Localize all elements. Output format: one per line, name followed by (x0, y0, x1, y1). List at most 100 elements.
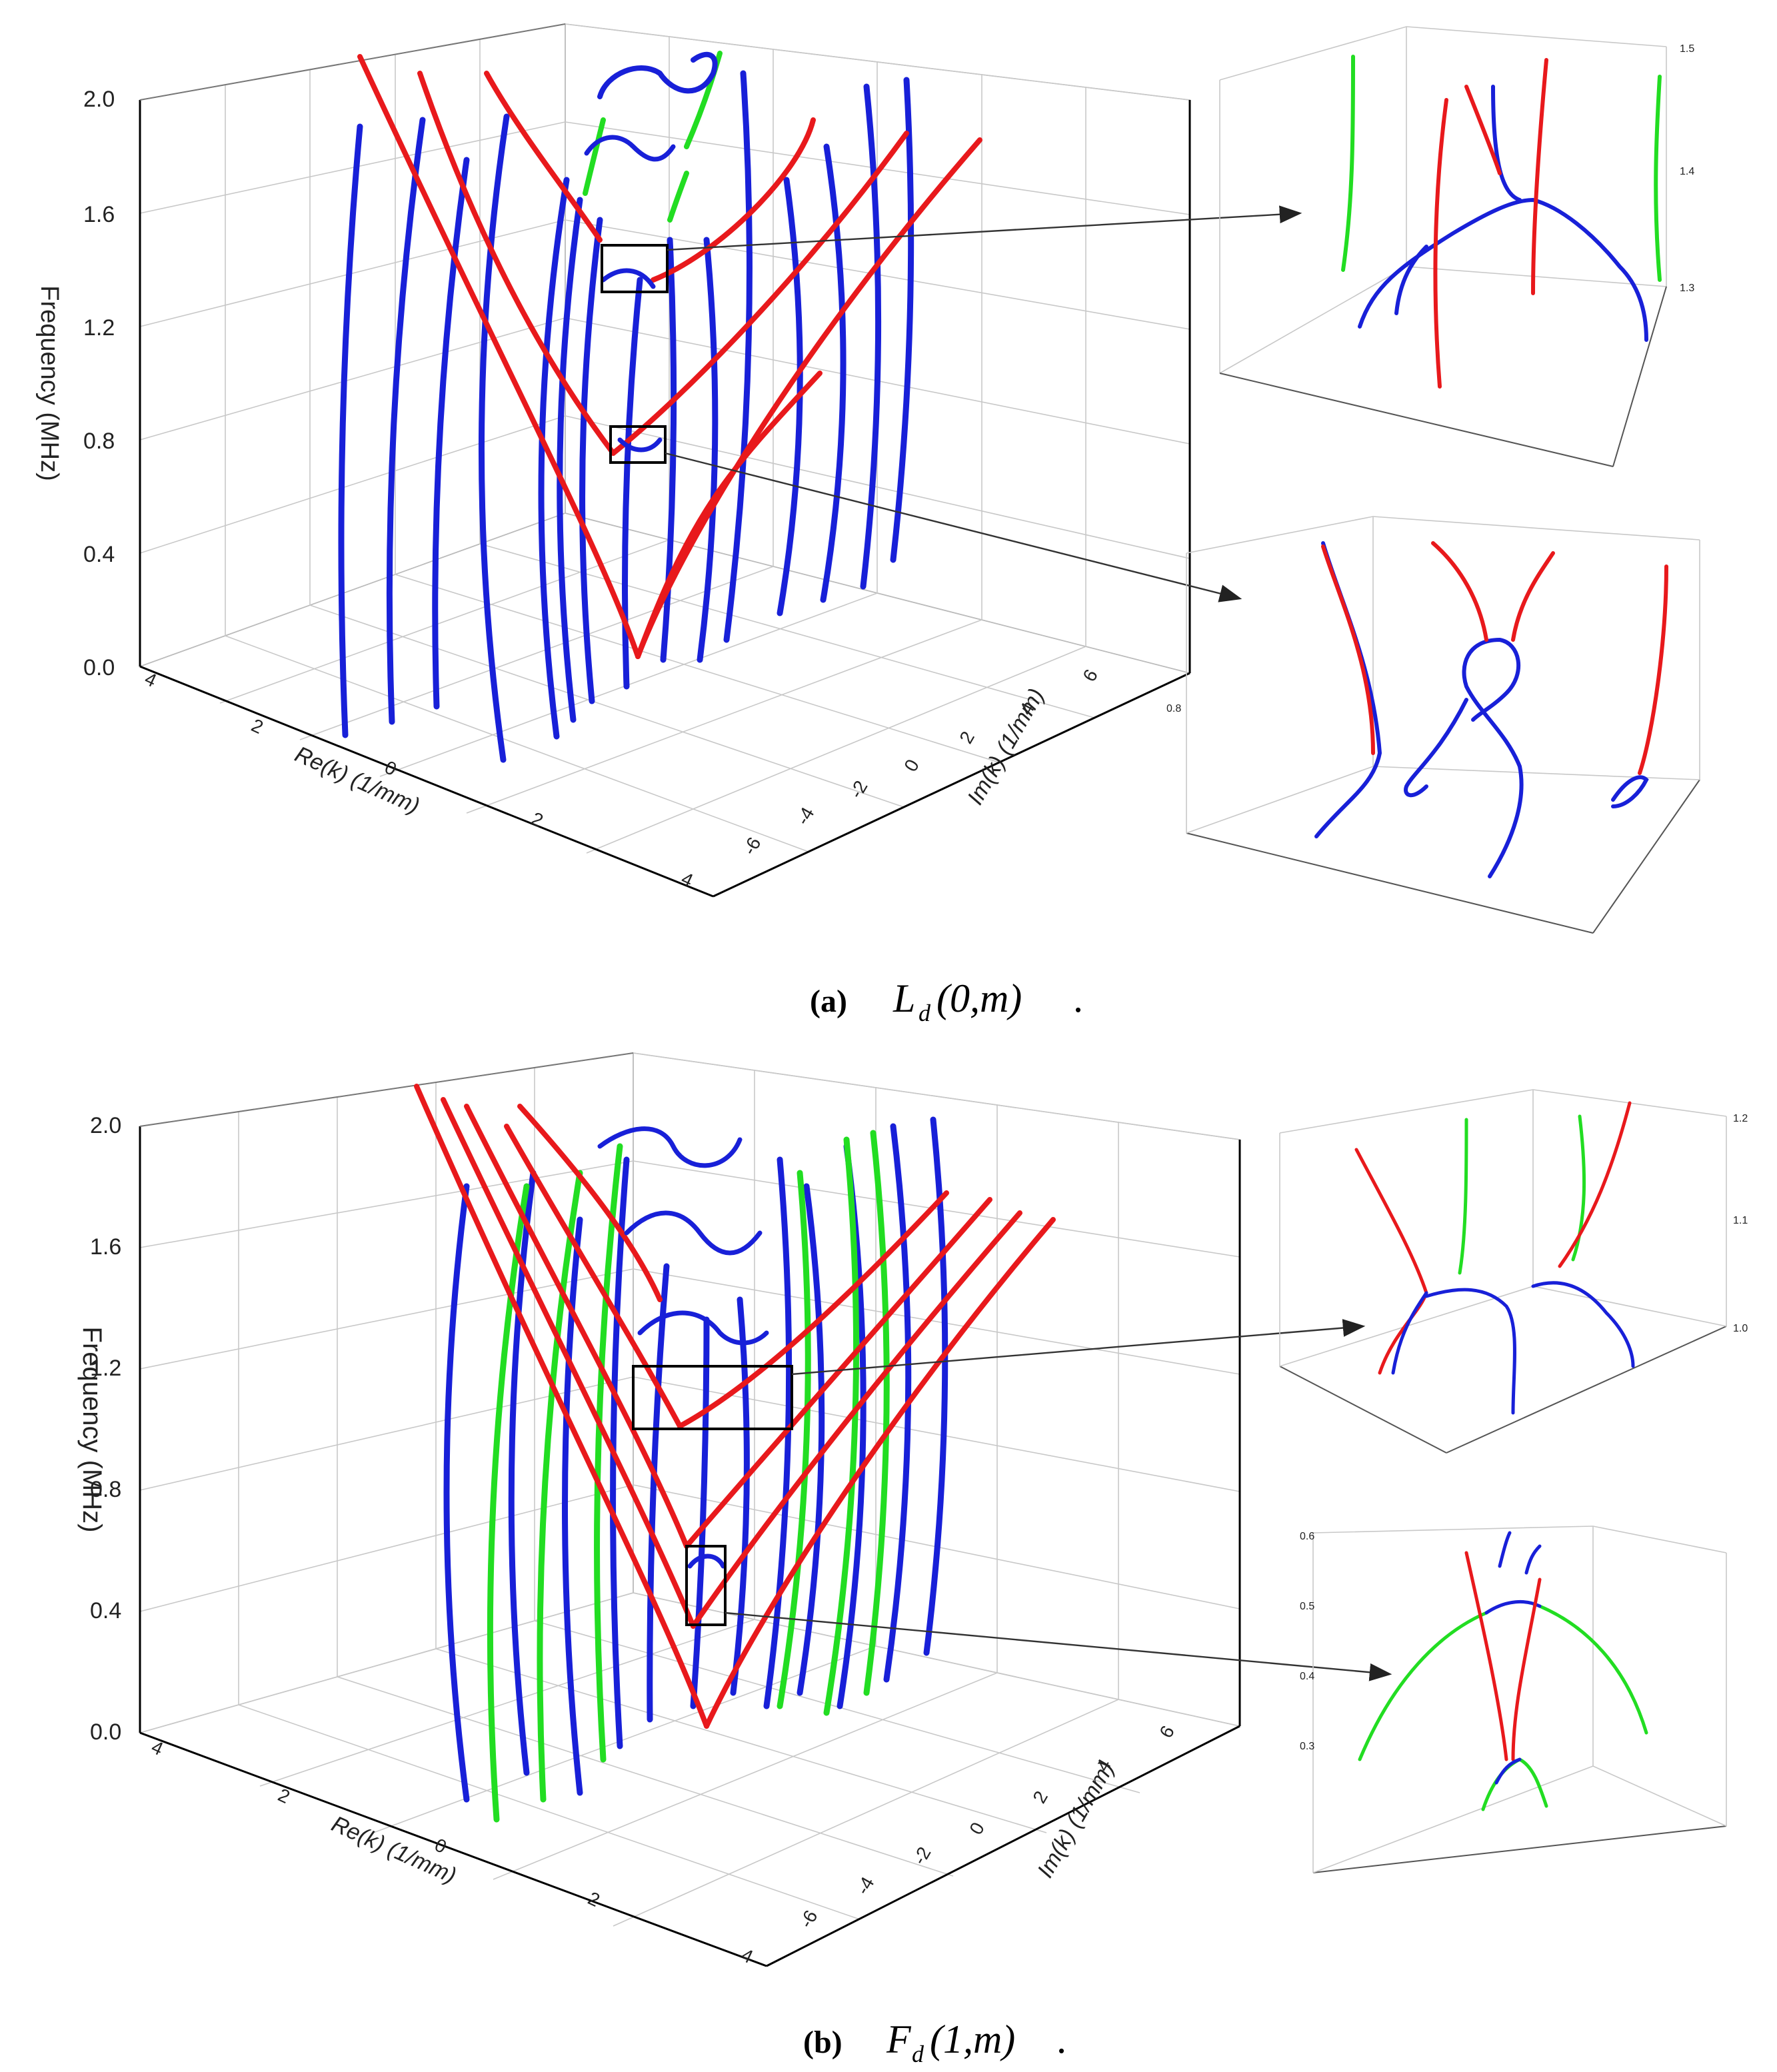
dispersion-curve (923, 1116, 948, 1656)
panel-b-curves (414, 1084, 1056, 1823)
dispersion-curve (1358, 1611, 1488, 1761)
dispersion-curve (357, 54, 641, 659)
dispersion-curve (691, 1210, 1022, 1629)
dispersion-curve (723, 70, 753, 643)
dispersion-curve (637, 1310, 769, 1346)
dispersion-curve (823, 1136, 860, 1716)
dispersion-curve (579, 217, 603, 704)
dispersion-curve (584, 135, 676, 162)
dispersion-curve (517, 1104, 663, 1302)
dispersion-curve (730, 1296, 750, 1696)
dispersion-curve (478, 113, 510, 763)
dispersion-curve (601, 268, 656, 289)
dispersion-curve (583, 117, 606, 196)
x-tick-label: 4 (148, 1736, 166, 1759)
dispersion-curve (504, 1124, 683, 1429)
dispersion-curve (464, 1104, 689, 1549)
panel-b-y-axis-title: Im(k) (1/mm) (1032, 1757, 1119, 1882)
panel-a-curves (338, 51, 982, 763)
caption-args: (1,m) (930, 2017, 1015, 2061)
inset-tick-label: 1.1 (1733, 1215, 1748, 1226)
z-tick-label: 1.6 (83, 202, 115, 227)
dispersion-curve (508, 1170, 537, 1776)
dispersion-curve (647, 1263, 670, 1723)
dispersion-curve (1531, 1281, 1635, 1368)
z-tick-label: 0.0 (90, 1719, 121, 1745)
panel-a-inset-lower: 0.8 (1166, 516, 1700, 934)
panel-a-y-axis-title: Im(k) (1/mm) (962, 684, 1049, 809)
dispersion-curve (1394, 245, 1428, 315)
arrowhead-icon (667, 205, 1302, 251)
caption-label: (a) (810, 984, 847, 1019)
dispersion-curve (1498, 1531, 1512, 1568)
y-tick-label: -2 (845, 777, 871, 802)
dispersion-curve (820, 143, 847, 603)
y-tick-label: -6 (739, 834, 765, 858)
dispersion-curve (1524, 1544, 1542, 1575)
panel-b-inset-lower: 0.6 0.5 0.4 0.3 (1300, 1526, 1727, 1873)
inset-tick-label: 1.2 (1733, 1113, 1748, 1124)
dispersion-curve (1638, 564, 1668, 775)
dispersion-curve (660, 237, 677, 663)
dispersion-curve (1404, 698, 1468, 798)
dispersion-curve (594, 1143, 623, 1763)
dispersion-curve (1654, 75, 1662, 282)
caption-sub: d (912, 2041, 924, 2067)
panel-b-zoom-box-upper (632, 1365, 793, 1430)
z-tick-label: 0.8 (90, 1477, 121, 1502)
dispersion-curve (597, 51, 718, 99)
dispersion-curve (1314, 541, 1382, 838)
z-tick-label: 2.0 (83, 87, 115, 112)
panel-a-caption: (a) L d (0,m) . (810, 976, 1083, 1026)
dispersion-curve (441, 1097, 696, 1629)
z-tick-label: 2.0 (90, 1113, 121, 1138)
dispersion-curve (1321, 544, 1375, 755)
dispersion-curve (617, 437, 663, 453)
y-tick-label: 2 (955, 728, 978, 747)
dispersion-curve (484, 71, 603, 243)
dispersion-curve (1484, 1599, 1542, 1615)
dispersion-curve (1433, 98, 1448, 389)
panel-b-y-ticks: 6 4 2 0 -2 -4 -6 (795, 1722, 1178, 1931)
dispersion-curve (1464, 85, 1502, 175)
dispersion-curve (677, 1190, 949, 1429)
dispersion-curve (1491, 85, 1522, 202)
y-tick-label: 2 (1028, 1787, 1052, 1807)
x-tick-label: 2 (585, 1887, 603, 1911)
dispersion-curve (1531, 58, 1548, 295)
x-tick-label: 2 (248, 714, 266, 738)
dispersion-curve (1494, 1757, 1522, 1785)
caption-main: L (892, 976, 915, 1020)
arrowhead-icon (791, 1319, 1366, 1376)
dispersion-curve (557, 197, 583, 723)
caption-end: . (1073, 976, 1083, 1020)
dispersion-curve (1511, 551, 1555, 642)
inset-tick-label: 0.5 (1300, 1601, 1314, 1612)
panel-a-z-ticks: 2.0 1.6 1.2 0.8 0.4 0.0 (83, 87, 115, 680)
panel-b: 2.0 1.6 1.2 0.8 0.4 0.0 Frequency (MHz) … (77, 1052, 1748, 2067)
y-tick-label: 0 (965, 1819, 988, 1838)
inset-tick-label: 0.3 (1300, 1741, 1314, 1752)
y-tick-label: 0 (900, 756, 923, 775)
z-tick-label: 0.4 (83, 542, 115, 567)
inset-tick-label: 0.4 (1300, 1671, 1314, 1682)
dispersion-curve (860, 83, 882, 590)
dispersion-curve (538, 177, 570, 740)
y-tick-label: 6 (1155, 1722, 1178, 1741)
z-tick-label: 0.0 (83, 655, 115, 680)
inset-tick-label: 1.3 (1680, 283, 1694, 294)
z-tick-label: 1.2 (90, 1356, 121, 1381)
inset-tick-label: 1.0 (1733, 1323, 1748, 1334)
z-tick-label: 1.6 (90, 1234, 121, 1260)
x-tick-label: 2 (275, 1784, 293, 1807)
y-tick-label: 6 (1078, 666, 1102, 685)
y-tick-label: -6 (795, 1907, 821, 1931)
dispersion-curve (1611, 775, 1649, 808)
panel-b-z-ticks: 2.0 1.6 1.2 0.8 0.4 0.0 (90, 1113, 121, 1745)
dispersion-curve (597, 1126, 743, 1168)
x-tick-label: 0 (381, 756, 399, 780)
dispersion-curve (1481, 1757, 1548, 1811)
z-tick-label: 0.4 (90, 1598, 121, 1623)
inset-tick-label: 1.5 (1680, 43, 1694, 55)
